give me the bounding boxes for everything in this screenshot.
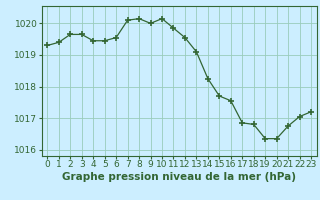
X-axis label: Graphe pression niveau de la mer (hPa): Graphe pression niveau de la mer (hPa) bbox=[62, 172, 296, 182]
